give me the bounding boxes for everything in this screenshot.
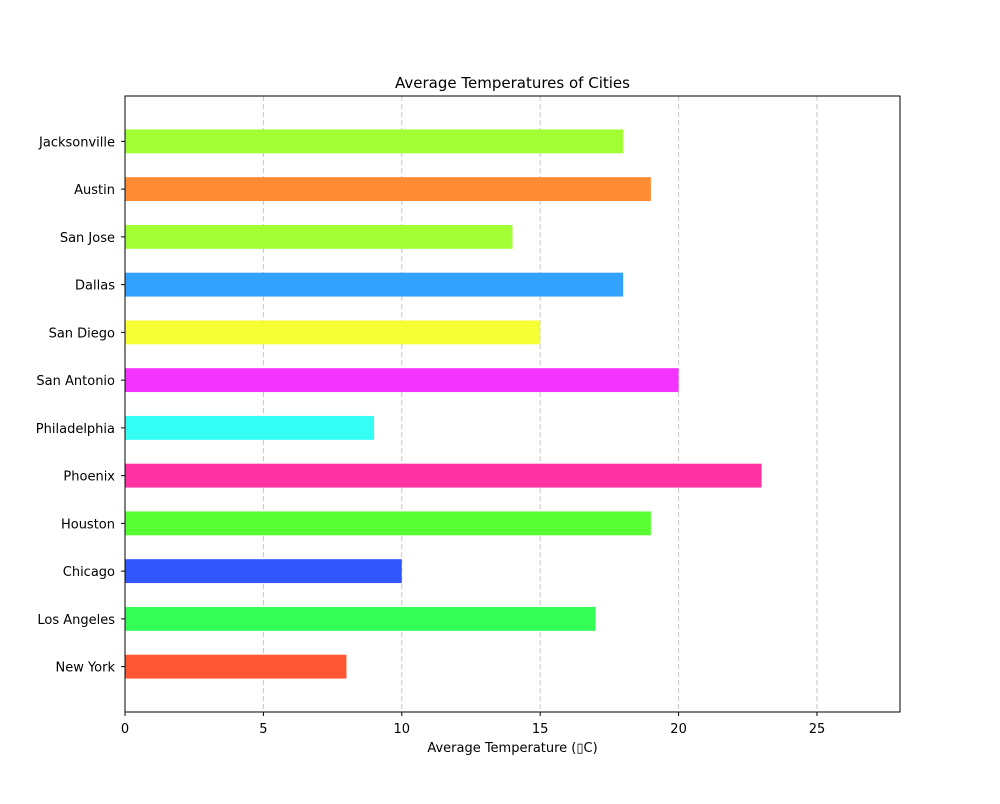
bar [125, 511, 651, 536]
x-tick-label: 0 [121, 722, 129, 737]
y-axis-ticks: New York Los Angeles Chicago Houston Phoenix… [36, 135, 125, 676]
bar [125, 463, 762, 488]
x-tick-label: 20 [670, 722, 687, 737]
bar [125, 654, 347, 679]
y-tick-label: Dallas [75, 279, 115, 294]
bar [125, 606, 596, 631]
bar [125, 224, 513, 249]
y-tick-label: New York [55, 661, 115, 676]
bars-layer [125, 129, 762, 679]
bar [125, 320, 541, 345]
y-tick-label: Jacksonville [38, 135, 115, 150]
x-tick-label: 25 [809, 722, 826, 737]
bar [125, 272, 624, 297]
bar [125, 177, 651, 202]
chart-title: Average Temperatures of Cities [395, 74, 630, 92]
x-axis-ticks: 0 5 10 15 20 25 [121, 712, 825, 737]
y-tick-label: Austin [74, 183, 115, 198]
x-tick-label: 5 [259, 722, 267, 737]
bar [125, 415, 375, 440]
x-axis-label: Average Temperature (▯C) [427, 741, 597, 756]
bar [125, 129, 624, 154]
y-tick-label: San Diego [49, 326, 115, 341]
y-tick-label: Chicago [63, 565, 115, 580]
y-tick-label: Philadelphia [36, 422, 115, 437]
x-tick-label: 15 [532, 722, 549, 737]
x-tick-label: 10 [394, 722, 411, 737]
y-tick-label: Houston [61, 517, 115, 532]
y-tick-label: Los Angeles [37, 613, 115, 628]
plot-frame [124, 95, 901, 713]
y-tick-label: San Antonio [36, 374, 115, 389]
bar [125, 368, 679, 393]
bar [125, 559, 402, 584]
y-tick-label: San Jose [60, 231, 115, 246]
y-tick-label: Phoenix [63, 470, 115, 485]
